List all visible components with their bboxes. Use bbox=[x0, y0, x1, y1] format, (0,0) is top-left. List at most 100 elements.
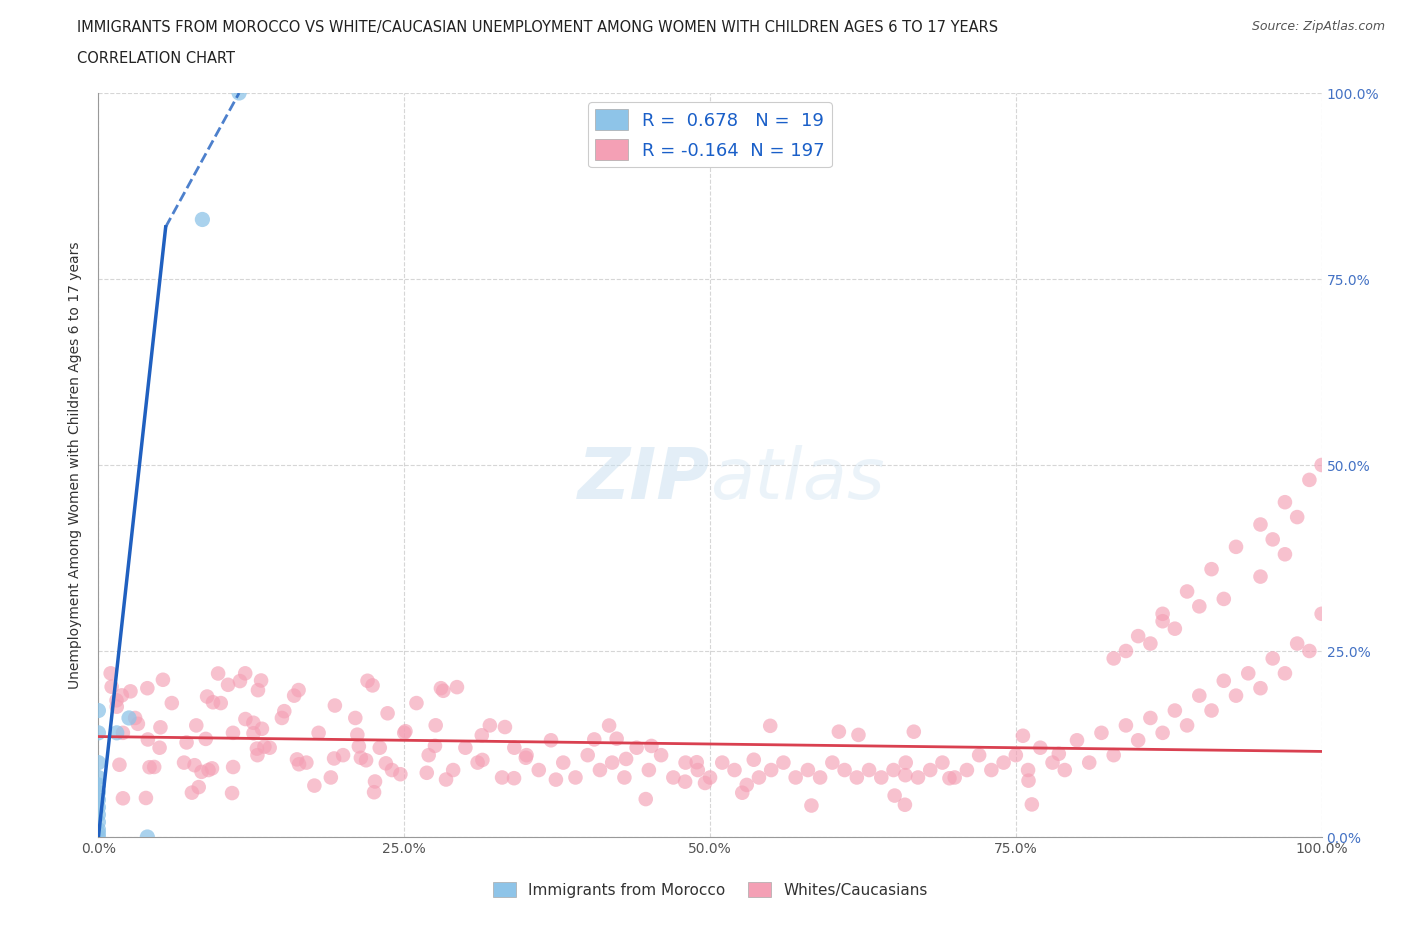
Point bbox=[821, 755, 844, 770]
Point bbox=[920, 763, 942, 777]
Point bbox=[1090, 725, 1112, 740]
Point bbox=[446, 680, 468, 695]
Point bbox=[894, 768, 917, 783]
Point bbox=[894, 755, 917, 770]
Point bbox=[374, 756, 396, 771]
Point bbox=[907, 770, 929, 785]
Point bbox=[285, 752, 308, 767]
Point bbox=[1175, 584, 1198, 599]
Point bbox=[1188, 599, 1211, 614]
Point bbox=[1164, 703, 1187, 718]
Point bbox=[124, 711, 146, 725]
Point bbox=[136, 681, 159, 696]
Point bbox=[87, 815, 110, 830]
Point bbox=[368, 740, 391, 755]
Point bbox=[1286, 510, 1309, 525]
Point bbox=[993, 755, 1015, 770]
Point bbox=[287, 683, 309, 698]
Point bbox=[1078, 755, 1101, 770]
Point bbox=[222, 725, 245, 740]
Point bbox=[1128, 629, 1150, 644]
Text: ZIP: ZIP bbox=[578, 445, 710, 514]
Point bbox=[361, 678, 384, 693]
Point bbox=[800, 798, 823, 813]
Point bbox=[1152, 725, 1174, 740]
Point bbox=[100, 679, 122, 694]
Point bbox=[938, 771, 960, 786]
Point bbox=[364, 774, 387, 789]
Point bbox=[1102, 748, 1125, 763]
Point bbox=[785, 770, 807, 785]
Point bbox=[1261, 532, 1284, 547]
Point bbox=[392, 725, 416, 740]
Point bbox=[1115, 718, 1137, 733]
Point bbox=[201, 761, 224, 776]
Point bbox=[136, 732, 159, 747]
Point bbox=[221, 786, 243, 801]
Point bbox=[1029, 740, 1052, 755]
Point bbox=[606, 731, 628, 746]
Point bbox=[673, 774, 696, 789]
Point bbox=[903, 724, 925, 739]
Point bbox=[943, 770, 966, 785]
Point bbox=[180, 785, 202, 800]
Point bbox=[735, 777, 758, 792]
Point bbox=[242, 725, 264, 740]
Point bbox=[105, 693, 128, 708]
Point bbox=[1017, 763, 1039, 777]
Point bbox=[675, 755, 697, 770]
Point bbox=[1250, 517, 1272, 532]
Point bbox=[253, 739, 276, 754]
Point bbox=[194, 732, 217, 747]
Point bbox=[1115, 644, 1137, 658]
Point bbox=[1274, 495, 1296, 510]
Point bbox=[1021, 797, 1043, 812]
Point bbox=[650, 748, 672, 763]
Point bbox=[87, 826, 110, 841]
Point bbox=[405, 696, 427, 711]
Point bbox=[931, 755, 953, 770]
Point bbox=[1237, 666, 1260, 681]
Point bbox=[1274, 666, 1296, 681]
Point bbox=[1310, 458, 1333, 472]
Point bbox=[418, 748, 440, 763]
Point bbox=[118, 711, 141, 725]
Point bbox=[748, 770, 770, 785]
Point bbox=[190, 764, 212, 779]
Text: atlas: atlas bbox=[710, 445, 884, 514]
Point bbox=[108, 757, 131, 772]
Point bbox=[246, 741, 269, 756]
Point bbox=[377, 706, 399, 721]
Point bbox=[87, 703, 110, 718]
Point bbox=[600, 755, 623, 770]
Point bbox=[1298, 472, 1320, 487]
Point bbox=[233, 666, 256, 681]
Point bbox=[273, 704, 295, 719]
Point bbox=[191, 212, 214, 227]
Point bbox=[434, 772, 457, 787]
Point bbox=[246, 683, 269, 698]
Point bbox=[87, 807, 110, 822]
Point bbox=[797, 763, 820, 777]
Point bbox=[295, 755, 318, 770]
Point bbox=[332, 748, 354, 763]
Point bbox=[186, 718, 208, 733]
Point bbox=[1042, 755, 1064, 770]
Point bbox=[136, 830, 159, 844]
Point bbox=[87, 830, 110, 844]
Point bbox=[222, 760, 245, 775]
Point bbox=[100, 666, 122, 681]
Point bbox=[1201, 562, 1223, 577]
Point bbox=[858, 763, 880, 777]
Point bbox=[197, 763, 219, 777]
Point bbox=[347, 738, 370, 753]
Point bbox=[742, 752, 765, 767]
Point bbox=[1152, 606, 1174, 621]
Point bbox=[323, 751, 346, 766]
Point bbox=[354, 753, 377, 768]
Point bbox=[614, 751, 637, 766]
Point bbox=[217, 677, 239, 692]
Point bbox=[1053, 763, 1076, 777]
Point bbox=[638, 763, 661, 777]
Point bbox=[491, 770, 513, 785]
